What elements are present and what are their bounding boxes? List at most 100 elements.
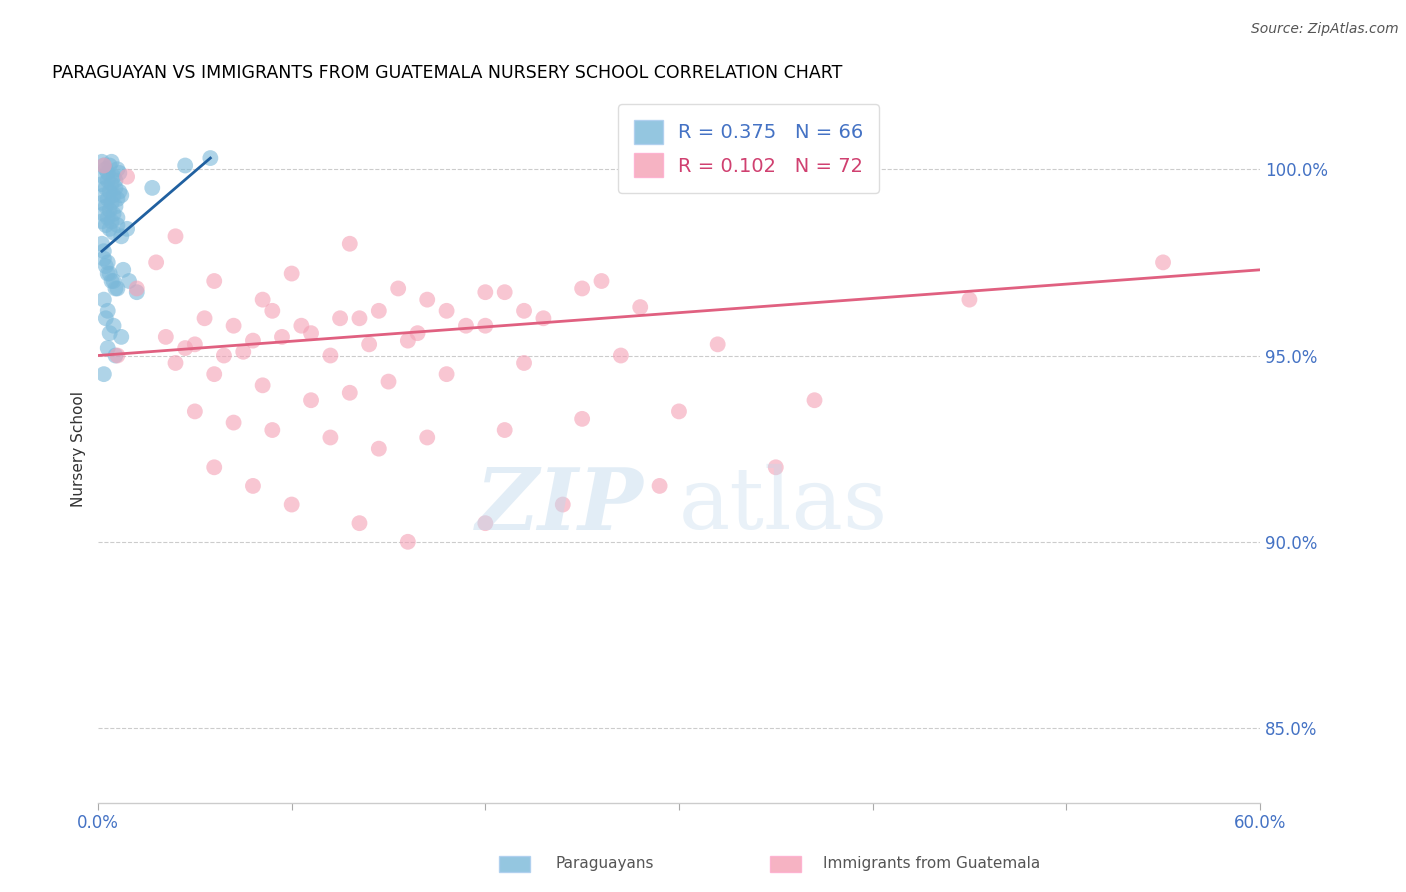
Point: [110, 229, 132, 244]
Point: [513, 356, 536, 370]
Point: [90, 195, 112, 210]
Point: [706, 337, 728, 351]
Point: [103, 188, 125, 202]
Point: [115, 222, 138, 236]
Point: [107, 211, 129, 225]
Point: [212, 349, 235, 363]
Point: [271, 330, 294, 344]
Point: [97, 267, 120, 281]
Point: [90, 154, 112, 169]
Point: [262, 303, 284, 318]
Point: [97, 211, 120, 225]
Point: [97, 255, 120, 269]
Point: [125, 281, 148, 295]
Point: [339, 236, 361, 251]
Point: [339, 385, 361, 400]
Point: [94, 162, 117, 177]
Point: [107, 281, 129, 295]
Point: [280, 267, 302, 281]
Point: [107, 218, 129, 232]
Point: [97, 173, 120, 187]
Point: [551, 498, 574, 512]
Point: [107, 162, 129, 177]
Point: [494, 423, 516, 437]
Point: [100, 177, 122, 191]
Point: [252, 378, 274, 392]
Point: [406, 326, 429, 341]
Point: [104, 349, 127, 363]
Point: [104, 199, 127, 213]
Point: [494, 285, 516, 300]
Point: [94, 199, 117, 213]
Point: [108, 166, 131, 180]
Point: [377, 375, 399, 389]
Point: [436, 367, 458, 381]
Point: [125, 285, 148, 300]
Point: [396, 534, 419, 549]
Point: [242, 479, 264, 493]
Y-axis label: Nursery School: Nursery School: [72, 391, 86, 507]
Point: [103, 226, 125, 240]
Point: [93, 293, 115, 307]
Point: [202, 460, 225, 475]
Point: [474, 516, 496, 531]
Point: [202, 274, 225, 288]
Point: [474, 285, 496, 300]
Point: [94, 181, 117, 195]
Point: [100, 154, 122, 169]
Point: [454, 318, 477, 333]
Point: [319, 349, 342, 363]
Point: [232, 344, 254, 359]
Point: [103, 318, 125, 333]
Point: [803, 393, 825, 408]
Point: [93, 207, 115, 221]
Point: [349, 311, 371, 326]
Point: [165, 356, 187, 370]
Point: [436, 303, 458, 318]
Point: [110, 188, 132, 202]
Point: [94, 218, 117, 232]
Point: [97, 166, 120, 180]
Point: [93, 188, 115, 202]
Point: [100, 274, 122, 288]
Point: [280, 498, 302, 512]
Point: [202, 367, 225, 381]
Point: [110, 330, 132, 344]
Point: [252, 293, 274, 307]
Point: [184, 337, 207, 351]
Point: [103, 274, 125, 288]
Point: [222, 416, 245, 430]
Point: [367, 303, 389, 318]
Point: [104, 281, 127, 295]
Point: [98, 159, 121, 173]
Text: atlas: atlas: [679, 464, 889, 547]
Point: [299, 326, 322, 341]
Point: [765, 460, 787, 475]
Point: [98, 203, 121, 218]
Point: [93, 367, 115, 381]
Point: [184, 404, 207, 418]
Point: [141, 181, 163, 195]
Point: [610, 349, 633, 363]
Point: [107, 192, 129, 206]
Point: [165, 229, 187, 244]
Point: [94, 311, 117, 326]
Point: [957, 293, 980, 307]
Point: [93, 252, 115, 266]
Point: [349, 516, 371, 531]
Point: [108, 185, 131, 199]
Point: [668, 404, 690, 418]
Point: [262, 423, 284, 437]
Point: [571, 412, 593, 426]
Point: [93, 159, 115, 173]
Point: [359, 337, 381, 351]
Text: PARAGUAYAN VS IMMIGRANTS FROM GUATEMALA NURSERY SCHOOL CORRELATION CHART: PARAGUAYAN VS IMMIGRANTS FROM GUATEMALA …: [52, 64, 842, 82]
Point: [319, 430, 342, 444]
Point: [474, 318, 496, 333]
Text: Immigrants from Guatemala: Immigrants from Guatemala: [823, 856, 1040, 871]
Text: Source: ZipAtlas.com: Source: ZipAtlas.com: [1251, 22, 1399, 37]
Point: [416, 430, 439, 444]
Point: [97, 303, 120, 318]
Point: [97, 341, 120, 355]
Point: [98, 326, 121, 341]
